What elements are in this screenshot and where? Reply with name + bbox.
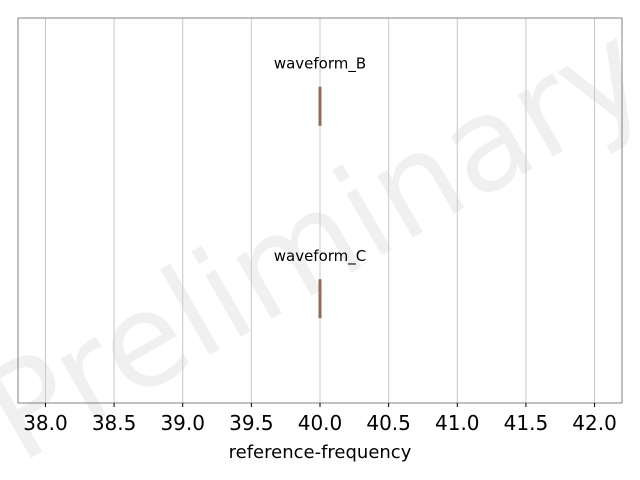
x-tick-label: 39.0 bbox=[160, 411, 205, 435]
x-tick-label: 41.0 bbox=[435, 411, 480, 435]
series-label: waveform_C bbox=[274, 247, 367, 266]
series-label: waveform_B bbox=[274, 54, 366, 73]
x-tick-label: 38.0 bbox=[23, 411, 68, 435]
x-tick-label: 40.5 bbox=[366, 411, 411, 435]
x-axis-label: reference-frequency bbox=[229, 442, 412, 463]
box-waveform_C: waveform_C bbox=[274, 247, 367, 319]
x-tick-label: 38.5 bbox=[92, 411, 137, 435]
box-waveform_B: waveform_B bbox=[274, 54, 366, 126]
x-tick-label: 40.0 bbox=[298, 411, 343, 435]
grid-lines bbox=[44, 18, 596, 403]
x-tick-label: 42.0 bbox=[572, 411, 617, 435]
x-tick-label: 41.5 bbox=[504, 411, 549, 435]
x-axis-ticks: 38.0 38.5 39.0 39.5 40.0 40.5 41.0 41.5 42.0 bbox=[23, 403, 617, 435]
box-series: waveform_B waveform_C bbox=[274, 54, 367, 319]
x-tick-label: 39.5 bbox=[229, 411, 274, 435]
